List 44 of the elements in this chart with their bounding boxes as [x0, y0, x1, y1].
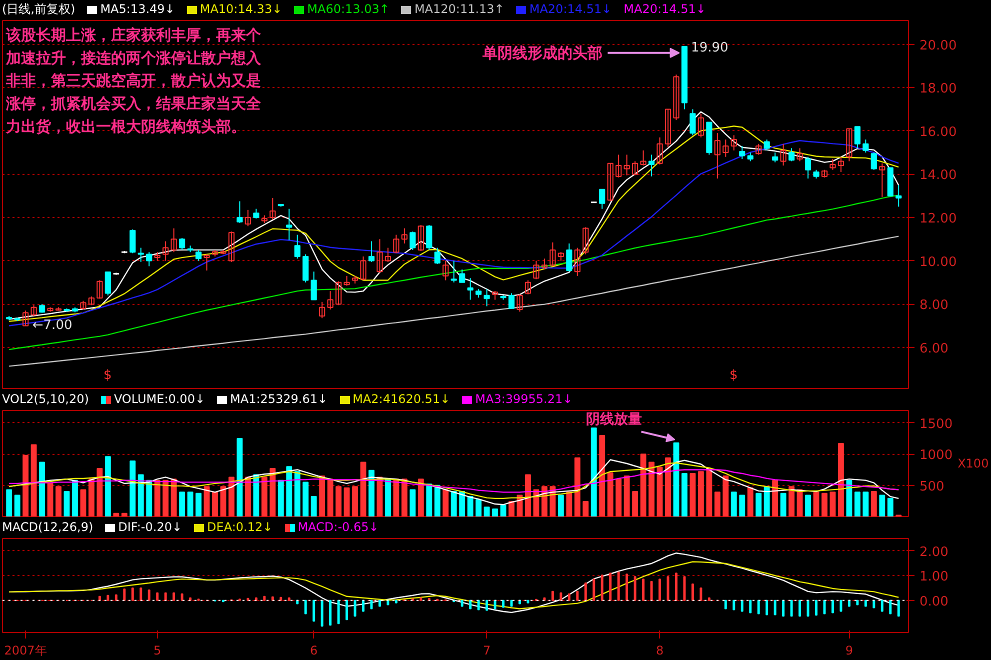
legend-label: MA10:14.33↓	[200, 2, 282, 16]
legend-label: DEA:0.12↓	[207, 520, 273, 534]
annotation: $	[730, 368, 738, 383]
y-tick-label: 1.00	[920, 570, 948, 585]
chart-title: (日线,前复权)	[2, 2, 76, 16]
y-tick-label: 500	[920, 479, 944, 494]
y-tick-label: 14.00	[920, 168, 957, 184]
text: MA20:14.51↓	[624, 2, 706, 16]
x-tick-label: 6	[310, 644, 318, 658]
annotation: 单阴线形成的头部	[481, 44, 602, 62]
x-tick-label: 7	[482, 644, 491, 658]
y-tick-label: 18.00	[920, 82, 957, 97]
y-tick-label: 12.00	[920, 211, 957, 226]
annotation: 阴线放量	[586, 412, 642, 428]
y-tick-label: 20.00	[920, 38, 957, 54]
x-tick-label: 2007年	[4, 644, 47, 658]
y-tick-label: 6.00	[920, 341, 948, 356]
legend-label: MA60:13.03↑	[307, 2, 390, 16]
legend-label: VOLUME:0.00↓	[114, 392, 206, 406]
legend-label: MA1:25329.61↓	[230, 392, 328, 406]
annotation: ←7.00	[32, 318, 72, 334]
y-tick-label: 10.00	[920, 254, 957, 270]
y-tick-label: 8.00	[920, 298, 948, 314]
chart-title: MACD(12,26,9)	[2, 520, 94, 534]
legend-label: DIF:-0.20↓	[118, 520, 182, 534]
x-tick-label: 8	[656, 644, 664, 658]
annotation: 该股长期上涨，庄家获利丰厚，再来个加速拉升，接连的两个涨停让散户想入非非，第三天跳空高开，散户认为又是涨停，抓紧机会买入，结果庄家当天全力出货，收出一根大阴线构筑头部。	[5, 26, 262, 136]
legend-label: MA2:41620.51↓	[352, 392, 450, 406]
annotation: 19.90	[691, 40, 728, 56]
chart-title: VOL2(5,10,20)	[2, 392, 89, 406]
y-axis-title: X100	[958, 456, 989, 470]
legend-label: MA5:13.49↓	[100, 2, 175, 16]
x-tick-label: 9	[845, 644, 854, 658]
y-tick-label: 2.00	[920, 544, 948, 560]
legend-label: MA120:11.13↑	[414, 2, 504, 16]
y-tick-label: 0.00	[920, 594, 948, 610]
y-tick-label: 1000	[920, 448, 953, 464]
y-tick-label: 1500	[920, 416, 953, 432]
y-tick-label: 16.00	[920, 124, 957, 140]
legend-label: MA3:39955.21↓	[475, 392, 573, 406]
legend-label: MA20:14.51↓	[529, 2, 612, 16]
annotation: $	[103, 368, 112, 383]
legend-label: MACD:-0.65↓	[298, 520, 379, 534]
x-tick-label: 5	[154, 644, 162, 658]
